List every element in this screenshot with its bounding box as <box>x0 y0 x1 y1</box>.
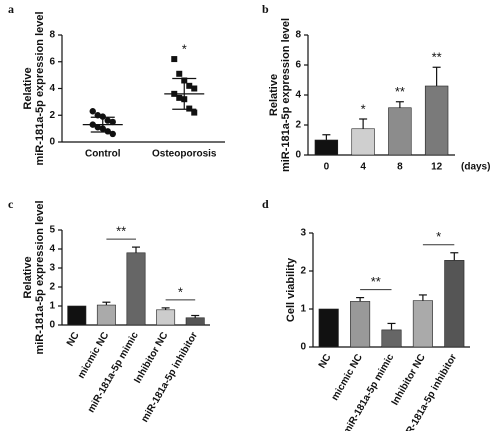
x-tick-label: Control <box>85 149 121 160</box>
significance: ** <box>432 50 442 65</box>
x-tick-label: miR-181a-5p inhibitor <box>139 330 200 424</box>
x-tick-label: 8 <box>397 162 403 173</box>
y-tick-label: 2 <box>300 266 306 277</box>
y-axis-label: Cell viability <box>285 257 297 322</box>
y-axis-label: Relative <box>22 256 34 298</box>
data-point <box>176 94 183 101</box>
x-tick-label: 4 <box>360 162 366 173</box>
bar <box>424 85 449 156</box>
data-point <box>94 124 101 131</box>
data-point <box>191 109 198 116</box>
bar <box>381 329 402 348</box>
x-tick-label: NC <box>65 330 82 348</box>
y-axis-label: miR-181a-5p expression level <box>34 200 46 354</box>
x-tick-label: 12 <box>431 162 443 173</box>
y-axis-label: miR-181a-5p expression level <box>280 18 292 172</box>
bar <box>388 107 412 156</box>
data-point <box>191 85 198 92</box>
x-tick-label: micmic NC <box>330 352 365 402</box>
bar <box>126 252 146 326</box>
y-tick-label: 4 <box>49 244 55 255</box>
data-point <box>171 56 178 63</box>
significance: ** <box>116 224 126 239</box>
significance: ** <box>371 274 381 289</box>
bar <box>185 317 205 326</box>
significance: * <box>182 42 187 57</box>
y-tick-label: 2 <box>49 282 55 293</box>
bar <box>318 308 339 348</box>
panel-label: d <box>262 197 269 211</box>
y-tick-label: 3 <box>300 228 306 239</box>
x-tick-label: Osteoporosis <box>152 149 217 160</box>
data-point <box>176 70 183 77</box>
significance: * <box>436 229 441 244</box>
bar <box>67 305 87 326</box>
y-axis-label: miR-181a-5p expression level <box>34 11 46 165</box>
significance: * <box>361 101 366 116</box>
bar <box>314 139 339 156</box>
x-axis-label: (days) <box>461 162 490 173</box>
y-tick-label: 8 <box>49 30 55 41</box>
data-point <box>104 117 111 124</box>
y-tick-label: 1 <box>300 304 306 315</box>
data-point <box>99 113 106 120</box>
y-tick-label: 4 <box>295 90 301 101</box>
panel-label: b <box>262 2 269 16</box>
bar <box>351 128 375 156</box>
y-tick-label: 0 <box>49 320 55 331</box>
y-tick-label: 0 <box>295 150 301 161</box>
y-tick-label: 5 <box>49 225 55 236</box>
x-tick-label: NC <box>317 352 334 370</box>
data-point <box>186 105 193 112</box>
panel-label: c <box>8 197 14 211</box>
x-tick-label: 0 <box>324 162 330 173</box>
y-tick-label: 4 <box>49 83 55 94</box>
panel-label: a <box>8 2 14 16</box>
data-point <box>186 82 193 89</box>
bar <box>350 301 371 348</box>
y-axis-label: Relative <box>268 74 280 116</box>
bar <box>444 260 465 348</box>
data-point <box>104 128 111 135</box>
data-point <box>109 118 116 126</box>
y-tick-label: 6 <box>295 60 301 71</box>
y-tick-label: 1 <box>49 301 55 312</box>
y-tick-label: 0 <box>49 137 55 148</box>
y-tick-label: 6 <box>49 56 55 67</box>
bar <box>96 304 116 326</box>
y-tick-label: 2 <box>295 120 301 131</box>
significance: * <box>178 284 183 299</box>
bar <box>156 309 176 326</box>
y-tick-label: 8 <box>295 30 301 41</box>
y-axis-label: Relative <box>22 67 34 109</box>
data-point <box>89 108 96 115</box>
significance: ** <box>395 84 405 99</box>
bar <box>412 300 433 348</box>
y-tick-label: 2 <box>49 110 55 121</box>
y-tick-label: 3 <box>49 263 55 274</box>
y-tick-label: 0 <box>300 342 306 353</box>
